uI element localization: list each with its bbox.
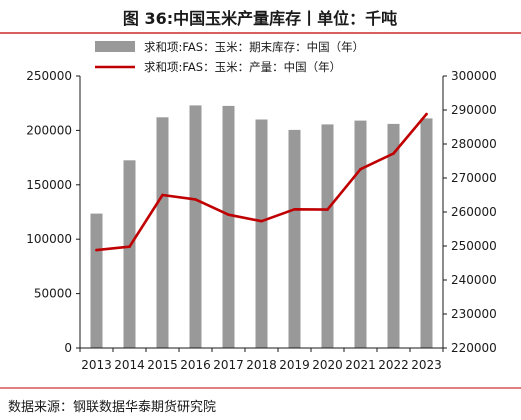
point-production-2017 xyxy=(227,213,230,216)
bar-stock-2018 xyxy=(255,119,268,348)
bar-stock-2022 xyxy=(387,123,400,349)
x-tick-label-2022: 2022 xyxy=(378,358,409,372)
point-production-2022 xyxy=(392,152,395,155)
y-left-tick-label: 50000 xyxy=(34,287,72,301)
bar-stock-2020 xyxy=(321,124,334,349)
x-tick-label-2014: 2014 xyxy=(114,358,145,372)
x-tick-label-2019: 2019 xyxy=(279,358,310,372)
point-production-2015 xyxy=(161,193,164,197)
point-production-2016 xyxy=(194,198,197,201)
y-right-tick-label: 260000 xyxy=(451,205,497,219)
y-right-tick-label: 270000 xyxy=(451,171,497,185)
y-left-tick-label: 150000 xyxy=(26,178,72,192)
bar-stock-2015 xyxy=(156,117,169,348)
x-tick-label-2016: 2016 xyxy=(180,358,211,372)
bar-stock-2014 xyxy=(123,160,136,348)
legend-label-production: 求和项:FAS：玉米：产量：中国（年） xyxy=(144,60,341,74)
y-right-tick-label: 250000 xyxy=(451,239,497,253)
y-left-tick-label: 100000 xyxy=(26,232,72,246)
bar-stock-2016 xyxy=(189,105,202,349)
point-production-2014 xyxy=(128,245,131,248)
bar-stock-2021 xyxy=(354,120,367,348)
y-right-tick-label: 240000 xyxy=(451,273,497,287)
point-production-2019 xyxy=(293,208,296,211)
bar-stock-2019 xyxy=(288,129,301,348)
point-production-2021 xyxy=(359,167,362,171)
bar-stock-2023 xyxy=(420,118,433,349)
x-tick-label-2021: 2021 xyxy=(345,358,376,372)
legend: 求和项:FAS：玉米：期末库存：中国（年） 求和项:FAS：玉米：产量：中国（年… xyxy=(95,40,364,74)
chart-title: 图 36:中国玉米产量库存丨单位：千吨 xyxy=(123,9,397,28)
point-production-2023 xyxy=(425,112,428,116)
y-right-tick-label: 280000 xyxy=(451,137,497,151)
bar-stock-2013 xyxy=(90,213,103,348)
y-right-tick-label: 300000 xyxy=(451,69,497,83)
x-tick-label-2018: 2018 xyxy=(246,358,277,372)
y-left-tick-label: 0 xyxy=(64,341,72,355)
legend-swatch-stock xyxy=(95,41,135,52)
point-production-2013 xyxy=(95,248,98,252)
point-production-2020 xyxy=(326,208,329,211)
bar-series-stock xyxy=(90,105,433,349)
y-right-tick-label: 290000 xyxy=(451,103,497,117)
y-right-tick-label: 220000 xyxy=(451,341,497,355)
point-production-2018 xyxy=(260,219,263,223)
x-tick-label-2020: 2020 xyxy=(312,358,343,372)
line-series-production xyxy=(95,112,428,252)
source-note: 数据来源：钢联数据华泰期货研究院 xyxy=(8,399,216,415)
axes: 0 50000 100000 150000 200000 250000 220000 2300… xyxy=(26,69,497,372)
x-tick-label-2023: 2023 xyxy=(411,358,442,372)
legend-label-stock: 求和项:FAS：玉米：期末库存：中国（年） xyxy=(144,40,364,54)
y-right-tick-label: 230000 xyxy=(451,307,497,321)
x-tick-label-2017: 2017 xyxy=(213,358,244,372)
x-tick-label-2013: 2013 xyxy=(81,358,112,372)
bar-stock-2017 xyxy=(222,105,235,349)
x-tick-label-2015: 2015 xyxy=(147,358,178,372)
y-left-tick-label: 250000 xyxy=(26,69,72,83)
y-left-tick-label: 200000 xyxy=(26,123,72,137)
